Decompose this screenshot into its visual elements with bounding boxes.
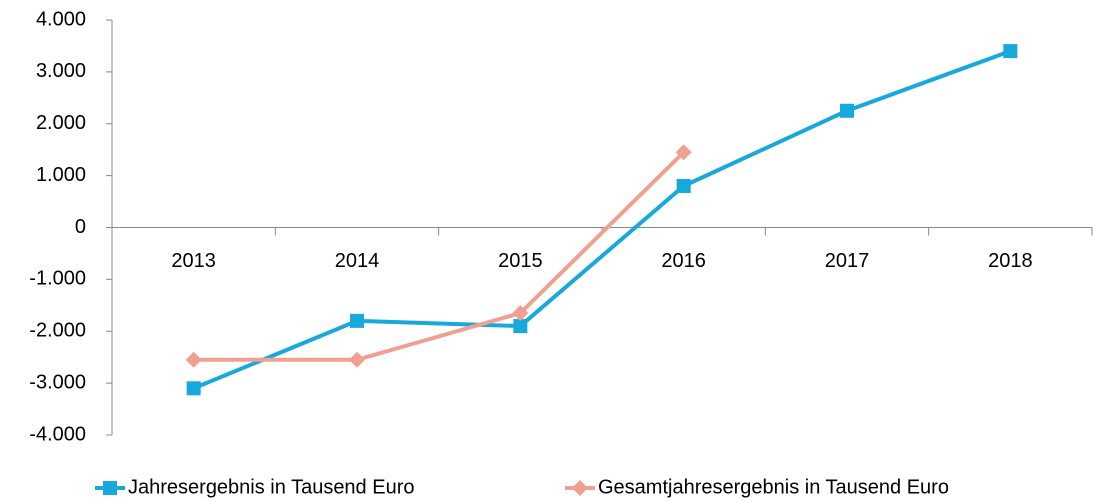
y-tick-label: -2.000 [29,320,86,342]
series-line [193,150,686,362]
data-point [513,319,528,334]
y-tick-label: 0 [75,216,86,238]
data-point [350,313,364,328]
legend-label: Jahresergebnis in Tausend Euro [128,476,414,498]
data-point [676,179,691,193]
data-point [185,351,202,368]
y-tick-label: -3.000 [29,371,86,393]
x-tick-label: 2013 [171,250,216,272]
data-point [186,381,201,396]
legend-label: Gesamtjahresergebnis in Tausend Euro [598,476,949,498]
data-point [1003,44,1018,59]
y-tick-label: 1.000 [36,164,86,186]
series-line [192,49,1012,391]
data-point [840,103,854,118]
x-tick-label: 2015 [498,250,543,272]
y-tick-label: 4.000 [36,8,86,30]
data-point [675,144,692,161]
y-tick-label: -4.000 [29,423,86,445]
data-point [512,305,529,322]
x-tick-label: 2014 [335,250,380,272]
x-tick-label: 2017 [825,250,870,272]
y-tick-label: 2.000 [36,112,86,134]
x-tick-label: 2016 [661,250,706,272]
legend-marker [103,481,117,495]
y-tick-label: -1.000 [29,268,86,290]
y-tick-label: 3.000 [36,60,86,82]
x-tick-label: 2018 [988,250,1033,272]
data-point [349,351,365,368]
legend-marker [572,480,588,496]
